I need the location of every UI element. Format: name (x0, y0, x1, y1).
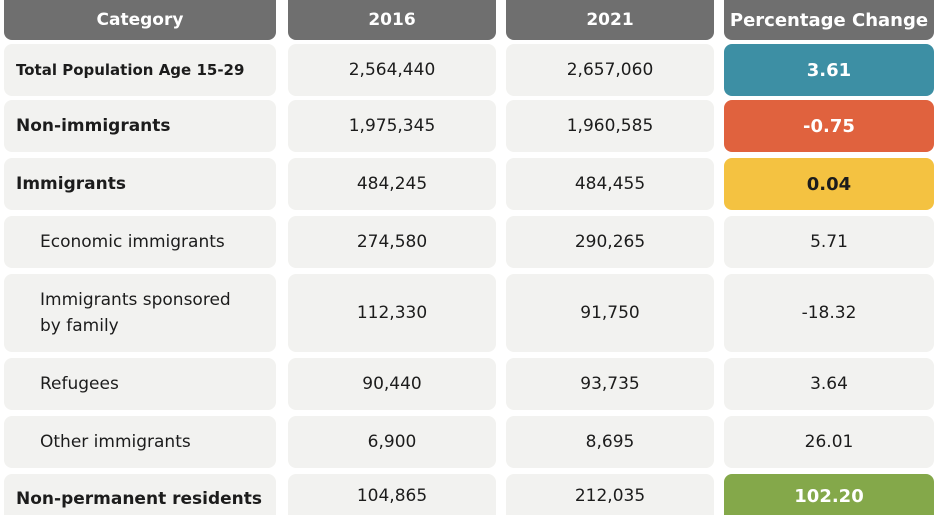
row-economic-immigrants-2016: 274,580 (288, 216, 496, 268)
row-refugees-2021: 93,735 (506, 358, 714, 410)
header-percentage-change: Percentage Change (724, 0, 934, 40)
row-total-population-2021: 2,657,060 (506, 44, 714, 96)
header-2021: 2021 (506, 0, 714, 40)
row-immigrants-pct: 0.04 (724, 158, 934, 210)
row-label-economic-immigrants: Economic immigrants (4, 216, 276, 268)
row-total-population-pct: 3.61 (724, 44, 934, 96)
row-non-permanent-residents-pct: 102.20 (724, 474, 934, 515)
row-label-other-immigrants: Other immigrants (4, 416, 276, 468)
row-label-total-population: Total Population Age 15-29 (4, 44, 276, 96)
row-sponsored-by-family-pct: -18.32 (724, 274, 934, 352)
row-refugees-pct: 3.64 (724, 358, 934, 410)
header-2016: 2016 (288, 0, 496, 40)
row-label-sponsored-by-family: Immigrants sponsored by family (4, 274, 276, 352)
row-economic-immigrants-pct: 5.71 (724, 216, 934, 268)
row-sponsored-by-family-2021: 91,750 (506, 274, 714, 352)
row-non-immigrants-2021: 1,960,585 (506, 100, 714, 152)
row-non-immigrants-2016: 1,975,345 (288, 100, 496, 152)
row-non-permanent-residents-2016: 104,865 (288, 474, 496, 515)
row-immigrants-2016: 484,245 (288, 158, 496, 210)
row-sponsored-by-family-2016: 112,330 (288, 274, 496, 352)
row-label-non-permanent-residents: Non-permanent residents (4, 474, 276, 515)
row-other-immigrants-2021: 8,695 (506, 416, 714, 468)
header-category: Category (4, 0, 276, 40)
row-label-non-immigrants: Non-immigrants (4, 100, 276, 152)
row-immigrants-2021: 484,455 (506, 158, 714, 210)
row-economic-immigrants-2021: 290,265 (506, 216, 714, 268)
row-non-permanent-residents-2021: 212,035 (506, 474, 714, 515)
row-label-immigrants: Immigrants (4, 158, 276, 210)
row-other-immigrants-2016: 6,900 (288, 416, 496, 468)
row-other-immigrants-pct: 26.01 (724, 416, 934, 468)
row-refugees-2016: 90,440 (288, 358, 496, 410)
row-total-population-2016: 2,564,440 (288, 44, 496, 96)
row-label-refugees: Refugees (4, 358, 276, 410)
row-non-immigrants-pct: -0.75 (724, 100, 934, 152)
